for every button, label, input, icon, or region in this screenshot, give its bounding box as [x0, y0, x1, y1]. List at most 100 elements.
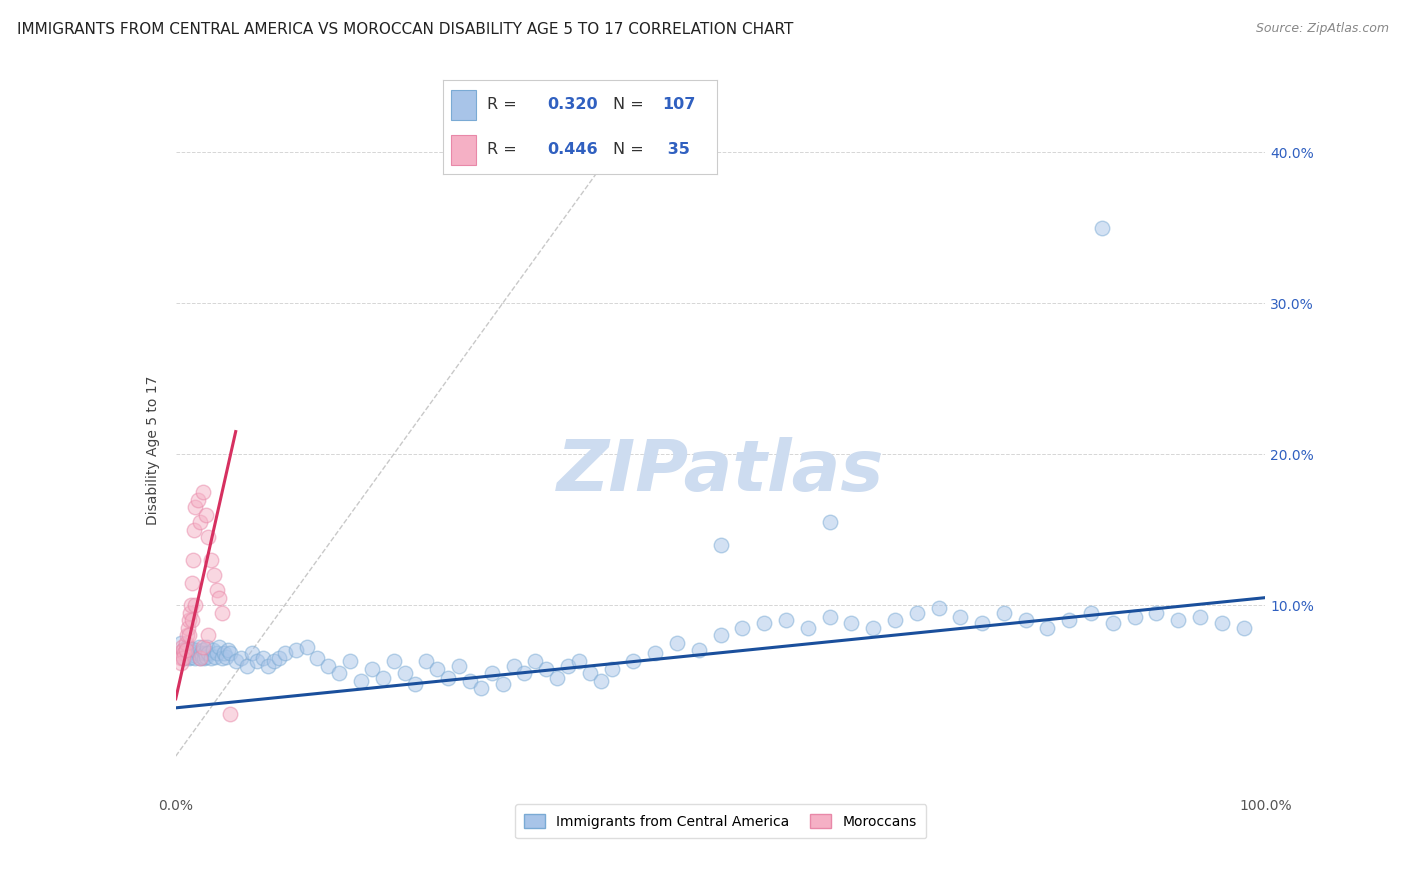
Point: [666, 636, 689, 650]
Point: [252, 651, 274, 665]
Point: [200, 651, 222, 665]
Point: [257, 658, 280, 673]
Point: [181, 613, 204, 627]
Point: [187, 640, 209, 655]
Point: [1123, 610, 1146, 624]
Point: [208, 591, 231, 605]
Point: [191, 643, 214, 657]
Point: [183, 648, 205, 662]
Text: N =: N =: [613, 97, 644, 112]
Point: [307, 651, 329, 665]
Point: [184, 500, 207, 514]
Point: [193, 651, 215, 665]
Point: [1211, 616, 1233, 631]
Point: [219, 706, 242, 721]
Point: [993, 606, 1015, 620]
Point: [928, 601, 950, 615]
Point: [183, 523, 205, 537]
Point: [710, 538, 733, 552]
Point: [186, 647, 209, 661]
Text: ZIPatlas: ZIPatlas: [557, 436, 884, 506]
Y-axis label: Disability Age 5 to 17: Disability Age 5 to 17: [146, 376, 160, 525]
Text: Source: ZipAtlas.com: Source: ZipAtlas.com: [1256, 22, 1389, 36]
Point: [754, 616, 776, 631]
Point: [415, 654, 437, 668]
Point: [191, 640, 214, 655]
Point: [884, 613, 907, 627]
Point: [197, 628, 219, 642]
Point: [173, 647, 195, 661]
Point: [197, 647, 219, 661]
Point: [212, 647, 235, 661]
Point: [215, 649, 238, 664]
Point: [1080, 606, 1102, 620]
Point: [188, 515, 211, 529]
Point: [179, 606, 201, 620]
Point: [1102, 616, 1125, 631]
Legend: Immigrants from Central America, Moroccans: Immigrants from Central America, Morocca…: [515, 805, 927, 838]
Point: [181, 553, 204, 567]
Point: [546, 671, 568, 685]
Text: 107: 107: [662, 97, 696, 112]
Point: [177, 651, 200, 665]
Point: [600, 662, 623, 676]
Point: [231, 651, 253, 665]
Point: [176, 628, 198, 642]
Point: [197, 530, 219, 544]
Point: [170, 651, 193, 665]
Point: [775, 613, 797, 627]
Point: [1036, 621, 1059, 635]
Point: [731, 621, 754, 635]
Point: [180, 649, 202, 664]
Point: [174, 643, 197, 657]
Point: [589, 673, 612, 688]
Point: [405, 676, 427, 690]
Point: [274, 647, 297, 661]
Point: [970, 616, 993, 631]
Point: [818, 515, 841, 529]
Point: [180, 598, 202, 612]
Point: [235, 658, 257, 673]
Point: [219, 647, 242, 661]
Point: [202, 568, 225, 582]
Point: [191, 485, 214, 500]
Point: [502, 658, 524, 673]
Point: [191, 649, 214, 664]
Point: [170, 636, 193, 650]
Point: [174, 636, 197, 650]
Point: [524, 654, 547, 668]
Point: [181, 642, 204, 657]
Point: [339, 654, 361, 668]
Point: [644, 647, 666, 661]
Point: [184, 651, 207, 665]
Point: [173, 651, 195, 665]
Point: [447, 658, 470, 673]
Point: [481, 666, 503, 681]
Point: [470, 681, 492, 696]
Point: [186, 492, 209, 507]
Point: [240, 647, 263, 661]
Point: [188, 651, 211, 665]
Point: [1167, 613, 1189, 627]
Point: [177, 613, 200, 627]
Point: [181, 575, 204, 590]
Point: [211, 606, 233, 620]
Point: [201, 643, 224, 657]
Point: [170, 656, 193, 670]
Point: [513, 666, 536, 681]
Point: [1015, 613, 1038, 627]
Point: [949, 610, 972, 624]
Point: [204, 649, 226, 664]
Point: [181, 645, 204, 659]
Point: [176, 640, 198, 655]
Point: [174, 647, 197, 661]
Point: [318, 658, 340, 673]
Point: [905, 606, 928, 620]
Point: [458, 673, 481, 688]
Point: [208, 640, 231, 655]
Point: [568, 654, 591, 668]
Bar: [451, 89, 475, 120]
Point: [211, 651, 233, 665]
Text: N =: N =: [613, 142, 644, 157]
Point: [177, 628, 200, 642]
